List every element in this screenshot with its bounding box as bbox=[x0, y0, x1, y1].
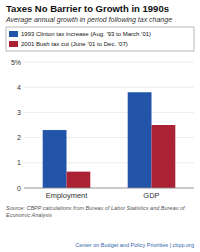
grid-line bbox=[24, 62, 194, 63]
source-line: Source: CBPP calculations from Bureau of… bbox=[6, 205, 185, 211]
bar bbox=[67, 172, 91, 188]
subtitle: Average annual growth in period followin… bbox=[5, 16, 172, 24]
bar bbox=[152, 125, 176, 188]
legend: 1993 Clinton tax increase (Aug. ’93 to M… bbox=[6, 27, 194, 51]
y-tick-label: 4 bbox=[17, 84, 21, 91]
y-tick-label: 3 bbox=[17, 109, 21, 116]
grid-line bbox=[24, 188, 194, 189]
y-tick-label: 2 bbox=[17, 134, 21, 141]
grid-line bbox=[24, 112, 194, 113]
y-axis: 0 1 2 3 4 5% bbox=[11, 59, 194, 192]
source-line: Economic Analysis bbox=[6, 212, 52, 218]
legend-entry: 2001 Bush tax cut (June ’01 to Dec. ’07) bbox=[21, 41, 128, 47]
legend-entry: 1993 Clinton tax increase (Aug. ’93 to M… bbox=[21, 31, 151, 37]
legend-box bbox=[6, 27, 194, 51]
x-axis: Employment GDP bbox=[24, 188, 194, 200]
chart: Taxes No Barrier to Growth in 1990s Avera… bbox=[0, 0, 200, 252]
legend-swatch bbox=[9, 41, 18, 47]
x-tick-label: GDP bbox=[143, 191, 159, 200]
legend-swatch bbox=[9, 31, 18, 37]
x-tick-label: Employment bbox=[46, 191, 89, 200]
bar bbox=[43, 130, 67, 188]
grid-line bbox=[24, 87, 194, 88]
y-tick-label: 0 bbox=[17, 185, 21, 192]
y-tick-label: 1 bbox=[17, 159, 21, 166]
bars bbox=[43, 92, 176, 188]
bar bbox=[128, 92, 152, 188]
source-note: Source: CBPP calculations from Bureau of… bbox=[6, 205, 185, 218]
x-axis-line bbox=[24, 188, 194, 189]
y-tick-label: 5% bbox=[11, 59, 21, 66]
title: Taxes No Barrier to Growth in 1990s bbox=[6, 3, 169, 14]
credit-note: Center on Budget and Policy Priorities |… bbox=[75, 242, 194, 248]
